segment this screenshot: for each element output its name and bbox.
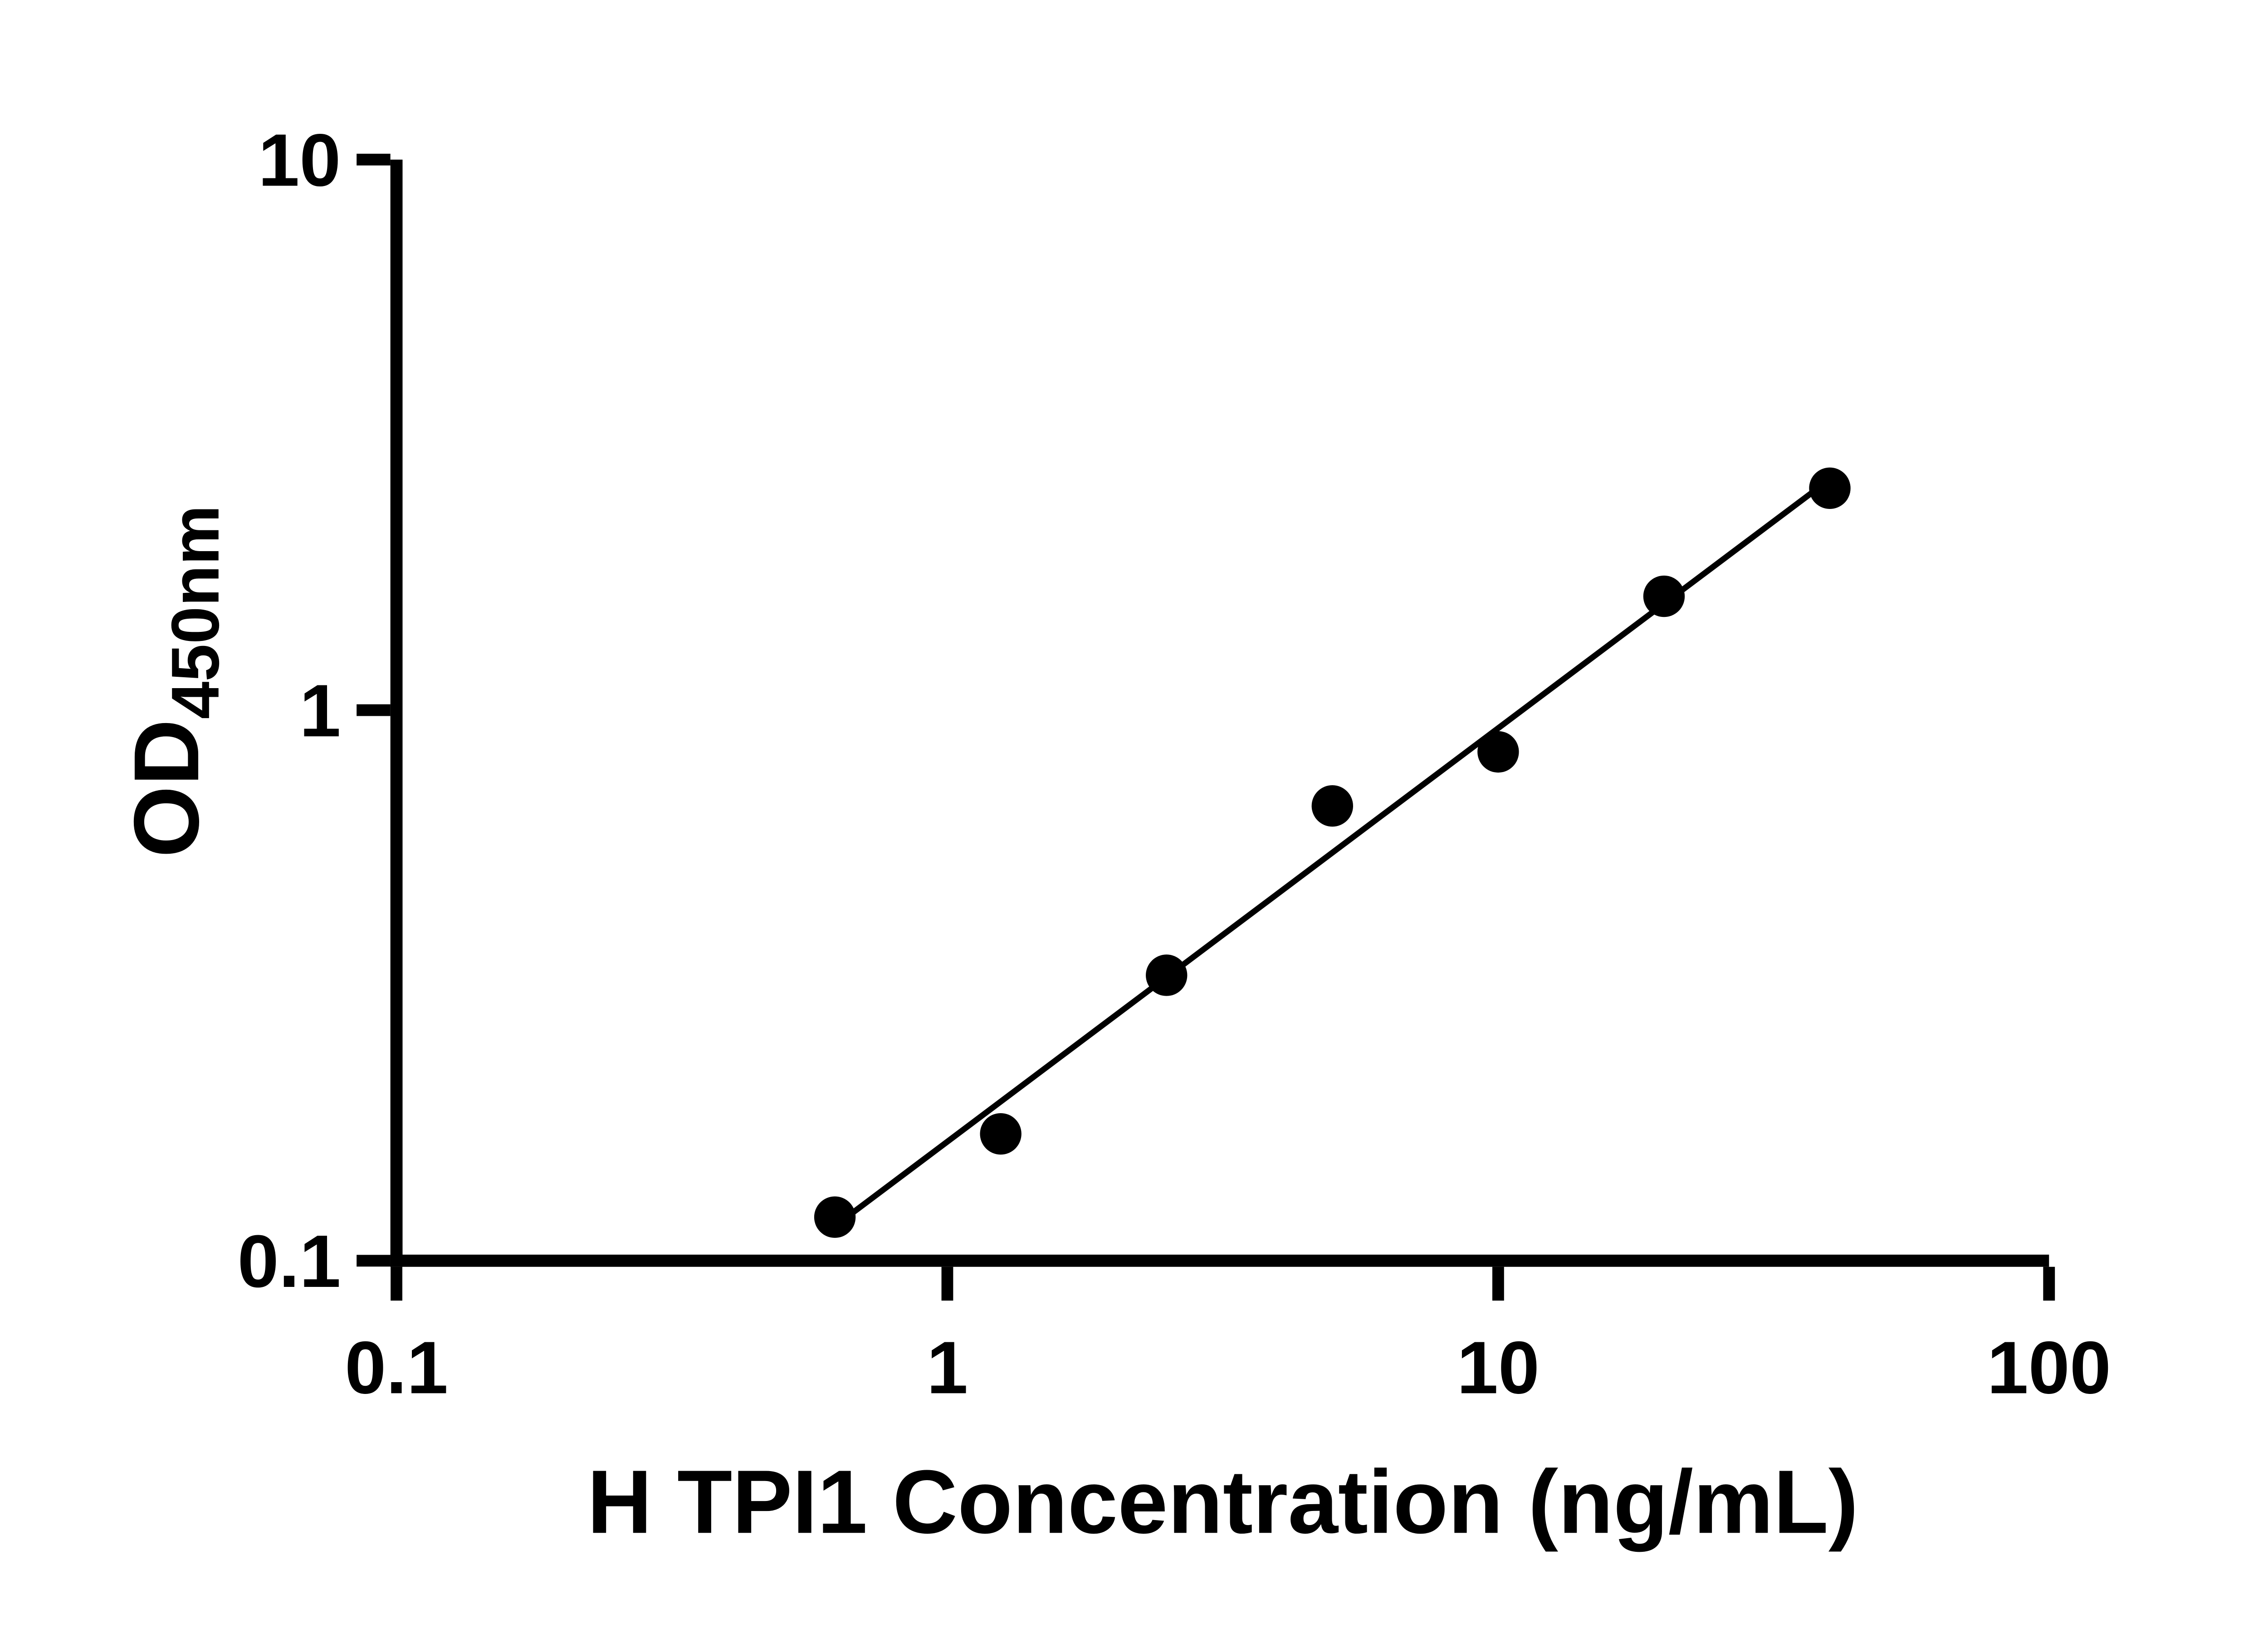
axes: [390, 159, 2049, 1267]
axis-tick-labels: 0.1 1 10 100 0.1 1 10: [238, 118, 2111, 1409]
x-tick-label: 100: [1987, 1326, 2111, 1409]
data-point: [1809, 467, 1851, 509]
x-tick-label: 10: [1457, 1326, 1540, 1409]
x-axis-title: H TPI1 Concentration (ng/mL): [587, 1452, 1858, 1552]
data-point: [1477, 731, 1519, 773]
y-axis-title-main: OD: [115, 719, 218, 857]
y-axis-title: OD450nm: [115, 505, 233, 857]
data-points: [814, 467, 1851, 1238]
y-tick-label: 0.1: [238, 1220, 341, 1303]
x-tick-label: 0.1: [345, 1326, 448, 1409]
data-point: [1146, 954, 1188, 996]
data-point: [814, 1196, 856, 1238]
data-point: [980, 1113, 1022, 1155]
y-axis-title-sub: 450nm: [157, 505, 233, 719]
y-tick-label: 1: [299, 669, 341, 752]
data-point: [1643, 575, 1685, 617]
y-tick-label: 10: [258, 118, 341, 201]
data-point: [1311, 785, 1353, 827]
x-tick-label: 1: [927, 1326, 968, 1409]
axis-ticks: [357, 153, 2055, 1301]
